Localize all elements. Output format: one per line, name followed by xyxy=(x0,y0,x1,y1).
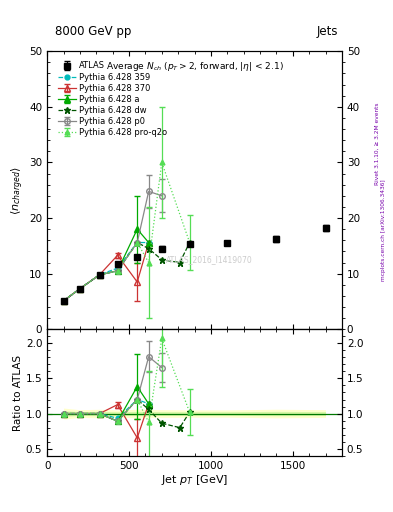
Text: Rivet 3.1.10, ≥ 3.2M events: Rivet 3.1.10, ≥ 3.2M events xyxy=(375,102,380,185)
Legend: ATLAS, Pythia 6.428 359, Pythia 6.428 370, Pythia 6.428 a, Pythia 6.428 dw, Pyth: ATLAS, Pythia 6.428 359, Pythia 6.428 37… xyxy=(54,58,171,140)
Text: 8000 GeV pp: 8000 GeV pp xyxy=(55,26,131,38)
Text: Jets: Jets xyxy=(316,26,338,38)
Y-axis label: Ratio to ATLAS: Ratio to ATLAS xyxy=(13,354,23,431)
Text: Average $N_{ch}$ ($p_T$$>$2, forward, $|\eta|$ < 2.1): Average $N_{ch}$ ($p_T$$>$2, forward, $|… xyxy=(106,59,283,73)
Y-axis label: $\langle n_{charged} \rangle$: $\langle n_{charged} \rangle$ xyxy=(10,166,26,215)
Text: ATLAS_2016_I1419070: ATLAS_2016_I1419070 xyxy=(166,255,253,264)
Text: mcplots.cern.ch [arXiv:1306.3436]: mcplots.cern.ch [arXiv:1306.3436] xyxy=(381,180,386,281)
X-axis label: Jet $p_T$ [GeV]: Jet $p_T$ [GeV] xyxy=(161,473,228,487)
